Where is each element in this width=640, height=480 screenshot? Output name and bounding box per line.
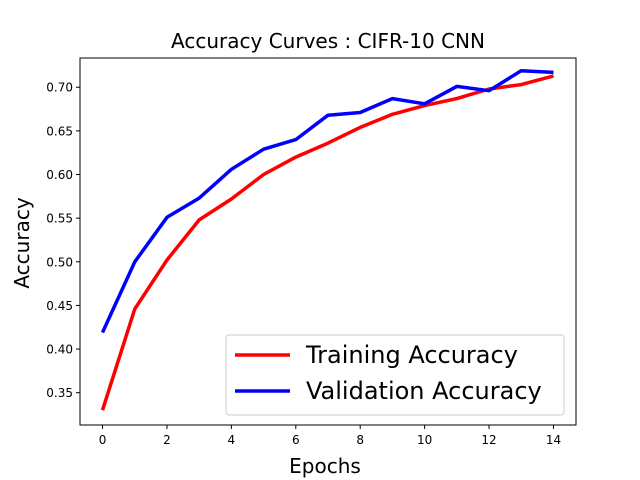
axis-ticks: 0 2 4 6 8 10 12 14 0.35 0.40 0.45 0.50 0.55 0.60 0.65 0… bbox=[46, 81, 561, 447]
legend-label: Validation Accuracy bbox=[306, 377, 542, 405]
y-tick-label: 0.60 bbox=[46, 168, 73, 182]
series-line-validation bbox=[100, 68, 554, 334]
x-tick-label: 8 bbox=[356, 433, 364, 447]
y-tick-label: 0.35 bbox=[46, 386, 73, 400]
plot-frame bbox=[79, 57, 577, 426]
y-tick-label: 0.70 bbox=[46, 81, 73, 95]
series-lines bbox=[100, 68, 554, 411]
y-tick-label: 0.50 bbox=[46, 255, 73, 269]
x-tick-label: 12 bbox=[481, 433, 496, 447]
legend-frame bbox=[225, 334, 565, 416]
x-tick-label: 14 bbox=[546, 433, 561, 447]
legend-label: Training Accuracy bbox=[305, 341, 518, 369]
y-tick-label: 0.40 bbox=[46, 343, 73, 357]
x-tick-label: 10 bbox=[417, 433, 432, 447]
legend: Training Accuracy Validation Accuracy bbox=[225, 334, 565, 416]
series-line-training bbox=[100, 74, 554, 411]
x-tick-label: 2 bbox=[163, 433, 171, 447]
x-axis-label: Epochs bbox=[289, 454, 361, 478]
x-tick-label: 4 bbox=[228, 433, 236, 447]
y-tick-label: 0.65 bbox=[46, 124, 73, 138]
y-axis-label: Accuracy bbox=[10, 197, 34, 288]
chart-title: Accuracy Curves : CIFR-10 CNN bbox=[171, 29, 485, 53]
x-tick-label: 0 bbox=[99, 433, 107, 447]
x-tick-label: 6 bbox=[292, 433, 300, 447]
y-tick-label: 0.45 bbox=[46, 299, 73, 313]
y-tick-label: 0.55 bbox=[46, 212, 73, 226]
